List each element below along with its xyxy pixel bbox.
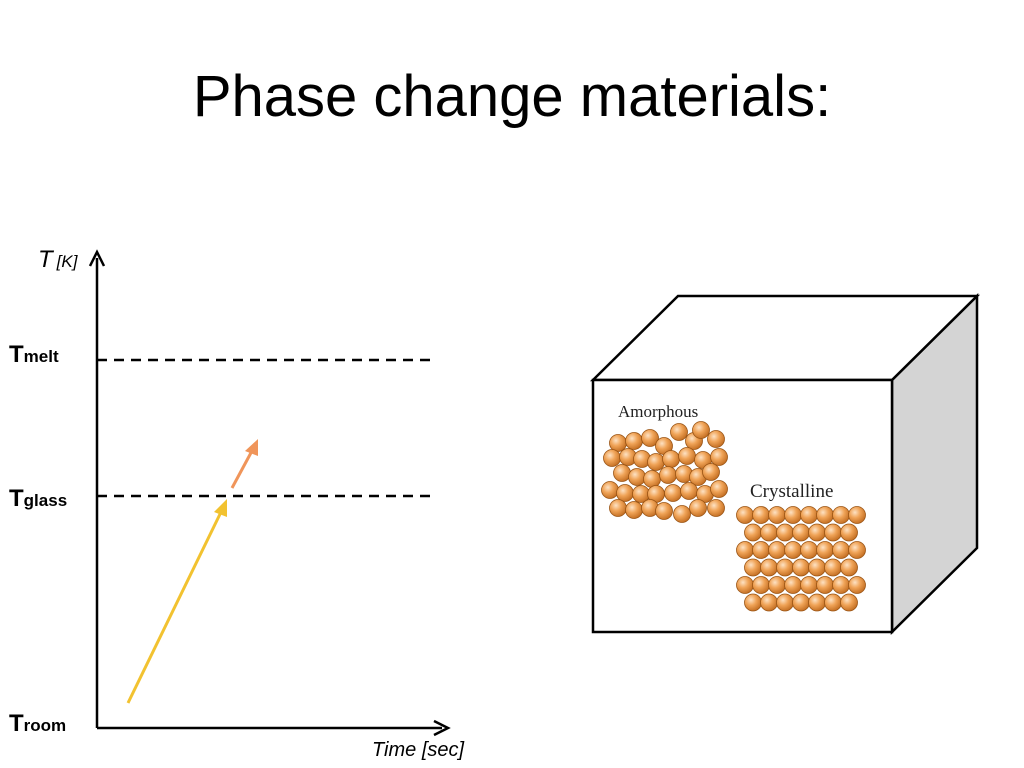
melt-level-label: Tmelt [9, 341, 59, 368]
crystalline-atom [840, 593, 858, 612]
amorphous-atom [692, 421, 710, 439]
crystalline-atom [848, 506, 866, 524]
amorphous-atom-cluster [601, 421, 728, 523]
crystalline-atom [752, 506, 770, 524]
crystalline-atom [808, 558, 826, 577]
crystalline-atom [816, 541, 834, 559]
crystalline-atom [840, 558, 858, 577]
room-level-label: Troom [9, 710, 66, 737]
amorphous-atom [707, 430, 725, 448]
crystalline-atom [816, 576, 834, 594]
amorphous-atom [609, 434, 627, 452]
continuation-arrowhead [245, 439, 258, 456]
crystalline-atom [736, 506, 754, 524]
amorphous-atom [643, 470, 661, 488]
y-axis-arrowhead [88, 249, 106, 267]
heating-arrowhead [214, 499, 227, 517]
crystalline-atom [848, 576, 866, 594]
crystalline-label: Crystalline [750, 481, 833, 502]
crystalline-atom [760, 558, 778, 577]
crystalline-atom [800, 506, 818, 524]
crystalline-atom [824, 593, 842, 612]
amorphous-atom [662, 450, 680, 468]
heating-arrow [126, 509, 224, 704]
glass-level-label: Tglass [9, 485, 67, 512]
material-cube: Amorphous Crystalline [589, 293, 981, 635]
amorphous-atom [702, 463, 720, 481]
amorphous-atom [601, 481, 619, 499]
crystalline-atom [736, 541, 754, 559]
crystalline-atom [824, 558, 842, 577]
crystalline-atom [840, 523, 858, 542]
crystalline-atom [776, 593, 794, 612]
amorphous-atom [655, 502, 673, 520]
crystalline-atom [824, 523, 842, 542]
temperature-graph: T [K] Time [sec] Tmelt Tglass Troom [9, 246, 465, 761]
crystalline-atom [808, 523, 826, 542]
amorphous-atom [603, 449, 621, 467]
crystalline-atom [832, 506, 850, 524]
amorphous-atom [625, 501, 643, 519]
crystalline-atom-lattice [736, 506, 866, 612]
crystalline-atom [752, 541, 770, 559]
crystalline-atom [784, 541, 802, 559]
amorphous-atom [670, 423, 688, 441]
crystalline-atom [800, 541, 818, 559]
crystalline-atom [848, 541, 866, 559]
slide-title: Phase change materials: [192, 64, 832, 129]
y-axis-label: T [K] [38, 246, 79, 273]
amorphous-atom [609, 499, 627, 517]
crystalline-atom [760, 523, 778, 542]
crystalline-atom [752, 576, 770, 594]
amorphous-atom [659, 466, 677, 484]
crystalline-atom [768, 576, 786, 594]
crystalline-atom [768, 506, 786, 524]
amorphous-atom [710, 480, 728, 498]
crystalline-atom [792, 523, 810, 542]
crystalline-atom [816, 506, 834, 524]
crystalline-atom [736, 576, 754, 594]
crystalline-atom [784, 576, 802, 594]
crystalline-atom [760, 593, 778, 612]
amorphous-atom [707, 499, 725, 517]
crystalline-atom [776, 523, 794, 542]
crystalline-atom [768, 541, 786, 559]
crystalline-atom [744, 593, 762, 612]
amorphous-atom [673, 505, 691, 523]
crystalline-atom [784, 506, 802, 524]
crystalline-atom [776, 558, 794, 577]
amorphous-atom [641, 429, 659, 447]
crystalline-atom [832, 541, 850, 559]
amorphous-atom [689, 499, 707, 517]
x-axis-arrowhead [433, 719, 451, 737]
amorphous-atom [647, 453, 665, 471]
amorphous-atom [628, 468, 646, 486]
crystalline-atom [800, 576, 818, 594]
crystalline-atom [808, 593, 826, 612]
crystalline-atom [832, 576, 850, 594]
amorphous-atom [678, 447, 696, 465]
x-axis-label: Time [sec] [372, 739, 465, 761]
crystalline-atom [792, 593, 810, 612]
amorphous-atom [664, 484, 682, 502]
amorphous-atom [710, 448, 728, 466]
amorphous-atom [616, 484, 634, 502]
amorphous-atom [613, 464, 631, 482]
continuation-arrow [230, 448, 255, 489]
amorphous-label: Amorphous [618, 402, 698, 421]
amorphous-atom [625, 432, 643, 450]
crystalline-atom [792, 558, 810, 577]
crystalline-atom [744, 523, 762, 542]
amorphous-atom [680, 482, 698, 500]
crystalline-atom [744, 558, 762, 577]
